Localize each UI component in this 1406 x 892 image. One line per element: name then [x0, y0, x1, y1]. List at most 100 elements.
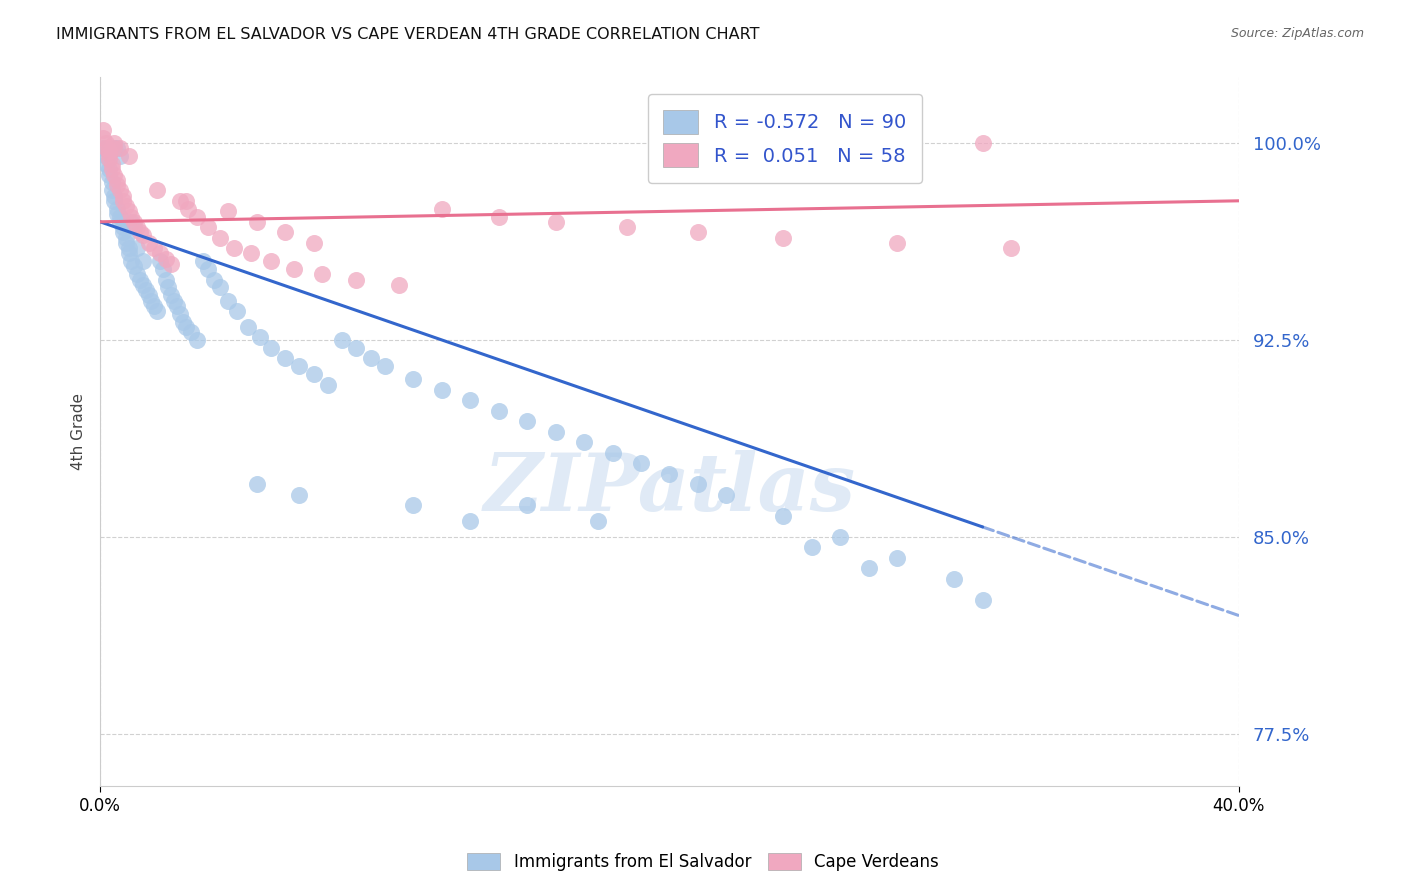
Point — [94, 141, 117, 155]
Point — [108, 210, 131, 224]
Point — [129, 272, 152, 286]
Point — [572, 435, 595, 450]
Point — [111, 188, 134, 202]
Point — [97, 146, 120, 161]
Point — [132, 277, 155, 292]
Point — [135, 283, 157, 297]
Text: ZIPatlas: ZIPatlas — [484, 450, 855, 527]
Point — [146, 304, 169, 318]
Point — [686, 225, 709, 239]
Point — [114, 199, 136, 213]
Point — [97, 168, 120, 182]
Point — [246, 215, 269, 229]
Point — [120, 215, 142, 229]
Point — [149, 254, 172, 268]
Point — [114, 230, 136, 244]
Point — [124, 260, 146, 274]
Point — [103, 141, 125, 155]
Point — [149, 246, 172, 260]
Point — [127, 241, 149, 255]
Point — [105, 178, 128, 192]
Point — [288, 359, 311, 374]
Point — [108, 215, 131, 229]
Point — [658, 467, 681, 481]
Point — [114, 235, 136, 250]
Point — [117, 149, 139, 163]
Point — [172, 314, 194, 328]
Point — [772, 230, 794, 244]
Point — [127, 220, 149, 235]
Point — [630, 456, 652, 470]
Point — [236, 319, 259, 334]
Point — [160, 288, 183, 302]
Point — [163, 293, 186, 308]
Point — [402, 498, 425, 512]
Point — [157, 280, 180, 294]
Point — [274, 225, 297, 239]
Point — [886, 235, 908, 250]
Point — [402, 372, 425, 386]
Point — [143, 299, 166, 313]
Point — [141, 293, 163, 308]
Point — [972, 136, 994, 150]
Point — [124, 220, 146, 235]
Point — [686, 477, 709, 491]
Point — [166, 299, 188, 313]
Point — [316, 377, 339, 392]
Point — [246, 477, 269, 491]
Point — [943, 572, 966, 586]
Point — [138, 288, 160, 302]
Point — [94, 157, 117, 171]
Point — [124, 215, 146, 229]
Point — [458, 393, 481, 408]
Point — [302, 367, 325, 381]
Point — [197, 220, 219, 235]
Point — [488, 404, 510, 418]
Point — [108, 183, 131, 197]
Point — [344, 341, 367, 355]
Point — [155, 252, 177, 266]
Text: IMMIGRANTS FROM EL SALVADOR VS CAPE VERDEAN 4TH GRADE CORRELATION CHART: IMMIGRANTS FROM EL SALVADOR VS CAPE VERD… — [56, 27, 759, 42]
Point — [152, 262, 174, 277]
Text: Source: ZipAtlas.com: Source: ZipAtlas.com — [1230, 27, 1364, 40]
Point — [283, 262, 305, 277]
Point — [430, 383, 453, 397]
Point — [288, 488, 311, 502]
Point — [800, 541, 823, 555]
Point — [330, 333, 353, 347]
Point — [120, 254, 142, 268]
Point — [94, 136, 117, 150]
Point — [105, 141, 128, 155]
Point — [105, 207, 128, 221]
Point — [388, 277, 411, 292]
Point — [374, 359, 396, 374]
Point — [103, 141, 125, 155]
Y-axis label: 4th Grade: 4th Grade — [72, 393, 86, 470]
Point — [174, 194, 197, 208]
Point — [91, 123, 114, 137]
Point — [886, 550, 908, 565]
Point — [103, 168, 125, 182]
Point — [111, 225, 134, 239]
Point — [117, 241, 139, 255]
Point — [111, 194, 134, 208]
Point — [120, 210, 142, 224]
Point — [111, 220, 134, 235]
Point — [260, 341, 283, 355]
Point — [249, 330, 271, 344]
Point — [174, 319, 197, 334]
Point — [302, 235, 325, 250]
Point — [344, 272, 367, 286]
Point — [129, 225, 152, 239]
Point — [132, 227, 155, 242]
Point — [100, 157, 122, 171]
Legend: Immigrants from El Salvador, Cape Verdeans: Immigrants from El Salvador, Cape Verdea… — [458, 845, 948, 880]
Point — [100, 176, 122, 190]
Point — [108, 141, 131, 155]
Point — [117, 246, 139, 260]
Point — [208, 230, 231, 244]
Legend: R = -0.572   N = 90, R =  0.051   N = 58: R = -0.572 N = 90, R = 0.051 N = 58 — [648, 95, 922, 183]
Point — [177, 202, 200, 216]
Point — [516, 498, 538, 512]
Point — [180, 325, 202, 339]
